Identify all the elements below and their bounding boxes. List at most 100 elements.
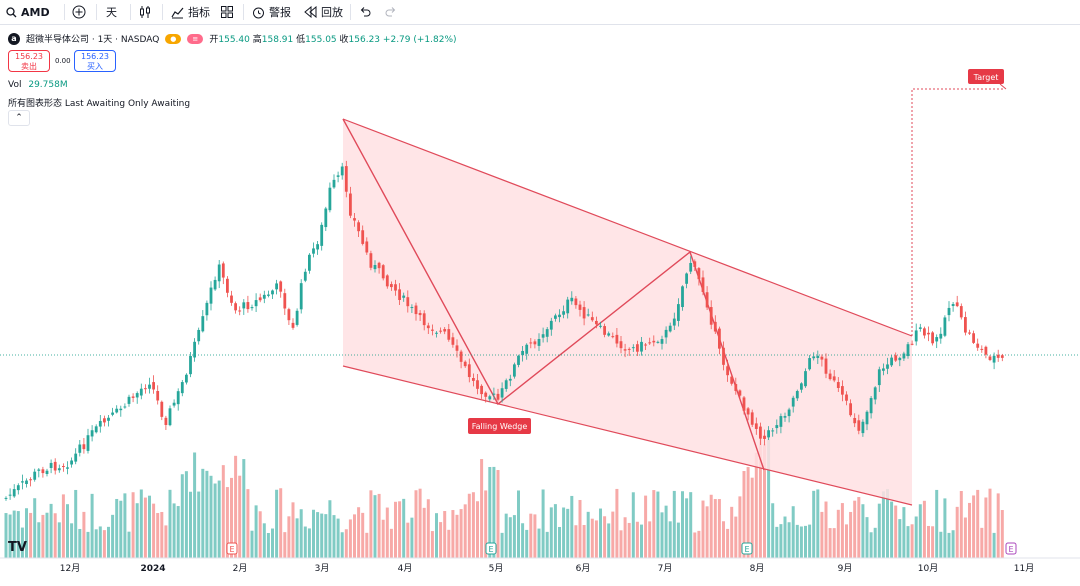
- candle-body: [590, 317, 594, 321]
- candle-body: [209, 287, 213, 304]
- volume-bar: [16, 511, 20, 558]
- volume-bar: [139, 489, 143, 558]
- earnings-marker[interactable]: [485, 542, 497, 555]
- x-axis-label: 2024: [140, 564, 165, 574]
- flag-icon[interactable]: ≡: [187, 33, 204, 44]
- interval-button[interactable]: 天: [106, 0, 117, 24]
- candle-body: [74, 453, 78, 462]
- volume-bar: [410, 517, 414, 558]
- earnings-marker[interactable]: [741, 542, 753, 555]
- candle-body: [443, 329, 447, 332]
- candle-body: [250, 307, 254, 309]
- volume-bar: [303, 526, 307, 558]
- volume-bar: [877, 503, 881, 558]
- volume-bar: [332, 515, 336, 558]
- volume-bar: [832, 528, 836, 558]
- volume-bar: [340, 532, 344, 558]
- alerts-button[interactable]: 警报: [252, 0, 291, 24]
- candle-body: [849, 403, 852, 416]
- candle-body: [377, 262, 381, 269]
- volume-bar: [168, 489, 172, 558]
- collapse-legend-button[interactable]: ⌃: [8, 110, 30, 126]
- volume-bar: [578, 499, 582, 558]
- x-axis-label: 5月: [489, 563, 504, 574]
- candle-body: [205, 302, 209, 316]
- volume-bar: [78, 528, 82, 558]
- compare-button[interactable]: [72, 0, 86, 24]
- price-chart[interactable]: Falling Wedge Target E E E E 12月 2024 2月 3月 4月 5…: [0, 25, 1080, 586]
- redo-button[interactable]: [385, 0, 397, 24]
- volume-bar: [447, 529, 451, 558]
- symbol-search[interactable]: AMD: [6, 0, 50, 24]
- candle-body: [8, 494, 12, 496]
- volume-legend: Vol 29.758M: [8, 80, 68, 90]
- indicators-button[interactable]: 指标: [171, 0, 210, 24]
- market-status-icon[interactable]: ●: [165, 33, 182, 44]
- volume-bar: [406, 522, 410, 558]
- candle-body: [414, 305, 418, 315]
- volume-value: 29.758M: [28, 80, 68, 90]
- volume-bar: [70, 523, 74, 558]
- candle-body: [365, 241, 369, 253]
- undo-button[interactable]: [359, 0, 371, 24]
- volume-bar: [201, 468, 205, 558]
- volume-bar: [463, 504, 467, 558]
- candle-body: [373, 265, 377, 270]
- volume-bar: [521, 523, 525, 558]
- layout-button[interactable]: [221, 0, 233, 24]
- sell-button[interactable]: 156.23 卖出: [8, 50, 50, 72]
- wedge-zigzag-line: [342, 118, 765, 471]
- x-axis: 12月 2024 2月 3月 4月 5月 6月 7月 8月 9月 10月 11月: [60, 563, 1034, 574]
- candle-body: [607, 333, 611, 336]
- volume-bar: [443, 511, 447, 558]
- wedge-upper-line: [342, 118, 913, 337]
- volume-bar: [467, 493, 471, 558]
- ohlc-values: 开155.40 高158.91 低155.05 收156.23 +2.79 (+…: [209, 35, 457, 45]
- candle-body: [90, 430, 94, 437]
- alerts-label: 警报: [269, 6, 291, 19]
- volume-bar: [225, 487, 229, 558]
- volume-bar: [176, 506, 180, 558]
- volume-bar: [717, 499, 721, 558]
- candle-body: [541, 334, 545, 338]
- volume-bar: [927, 525, 930, 558]
- volume-bar: [205, 470, 209, 558]
- x-axis-label: 9月: [838, 563, 853, 574]
- candle-body: [832, 376, 836, 381]
- wedge-lower-line: [342, 365, 913, 506]
- volume-bar: [689, 492, 693, 558]
- candle-body: [148, 384, 151, 389]
- candle-body: [476, 380, 479, 389]
- replay-button[interactable]: 回放: [304, 0, 343, 24]
- candle-body: [103, 418, 106, 423]
- volume-bar: [402, 498, 406, 558]
- volume-bar: [980, 527, 984, 558]
- candle-body: [787, 409, 791, 417]
- candle-body: [841, 386, 844, 395]
- volume-bar: [541, 489, 545, 558]
- candle-body: [611, 336, 615, 338]
- volume-bar: [488, 467, 492, 558]
- candle-body: [29, 479, 32, 481]
- volume-bar: [127, 531, 131, 558]
- chart-type-button[interactable]: [139, 0, 151, 24]
- candle-body: [660, 339, 664, 344]
- x-axis-label: 10月: [918, 563, 938, 574]
- earnings-marker[interactable]: [1005, 542, 1017, 555]
- candle-body: [918, 327, 922, 329]
- volume-bar: [324, 514, 328, 558]
- earnings-marker[interactable]: [226, 542, 238, 555]
- volume-bar: [328, 500, 332, 558]
- buy-button[interactable]: 156.23 买入: [74, 50, 116, 72]
- volume-bar: [533, 514, 537, 558]
- candle-body: [603, 326, 606, 335]
- candle-body: [332, 179, 336, 188]
- candle-body: [992, 355, 996, 363]
- earnings-marker-label: E: [229, 545, 234, 554]
- volume-bar: [738, 496, 742, 558]
- volume-bar: [197, 491, 201, 558]
- candle-body: [82, 444, 86, 450]
- candle-body: [677, 304, 680, 321]
- volume-bar: [143, 497, 147, 558]
- candle-body: [33, 471, 37, 480]
